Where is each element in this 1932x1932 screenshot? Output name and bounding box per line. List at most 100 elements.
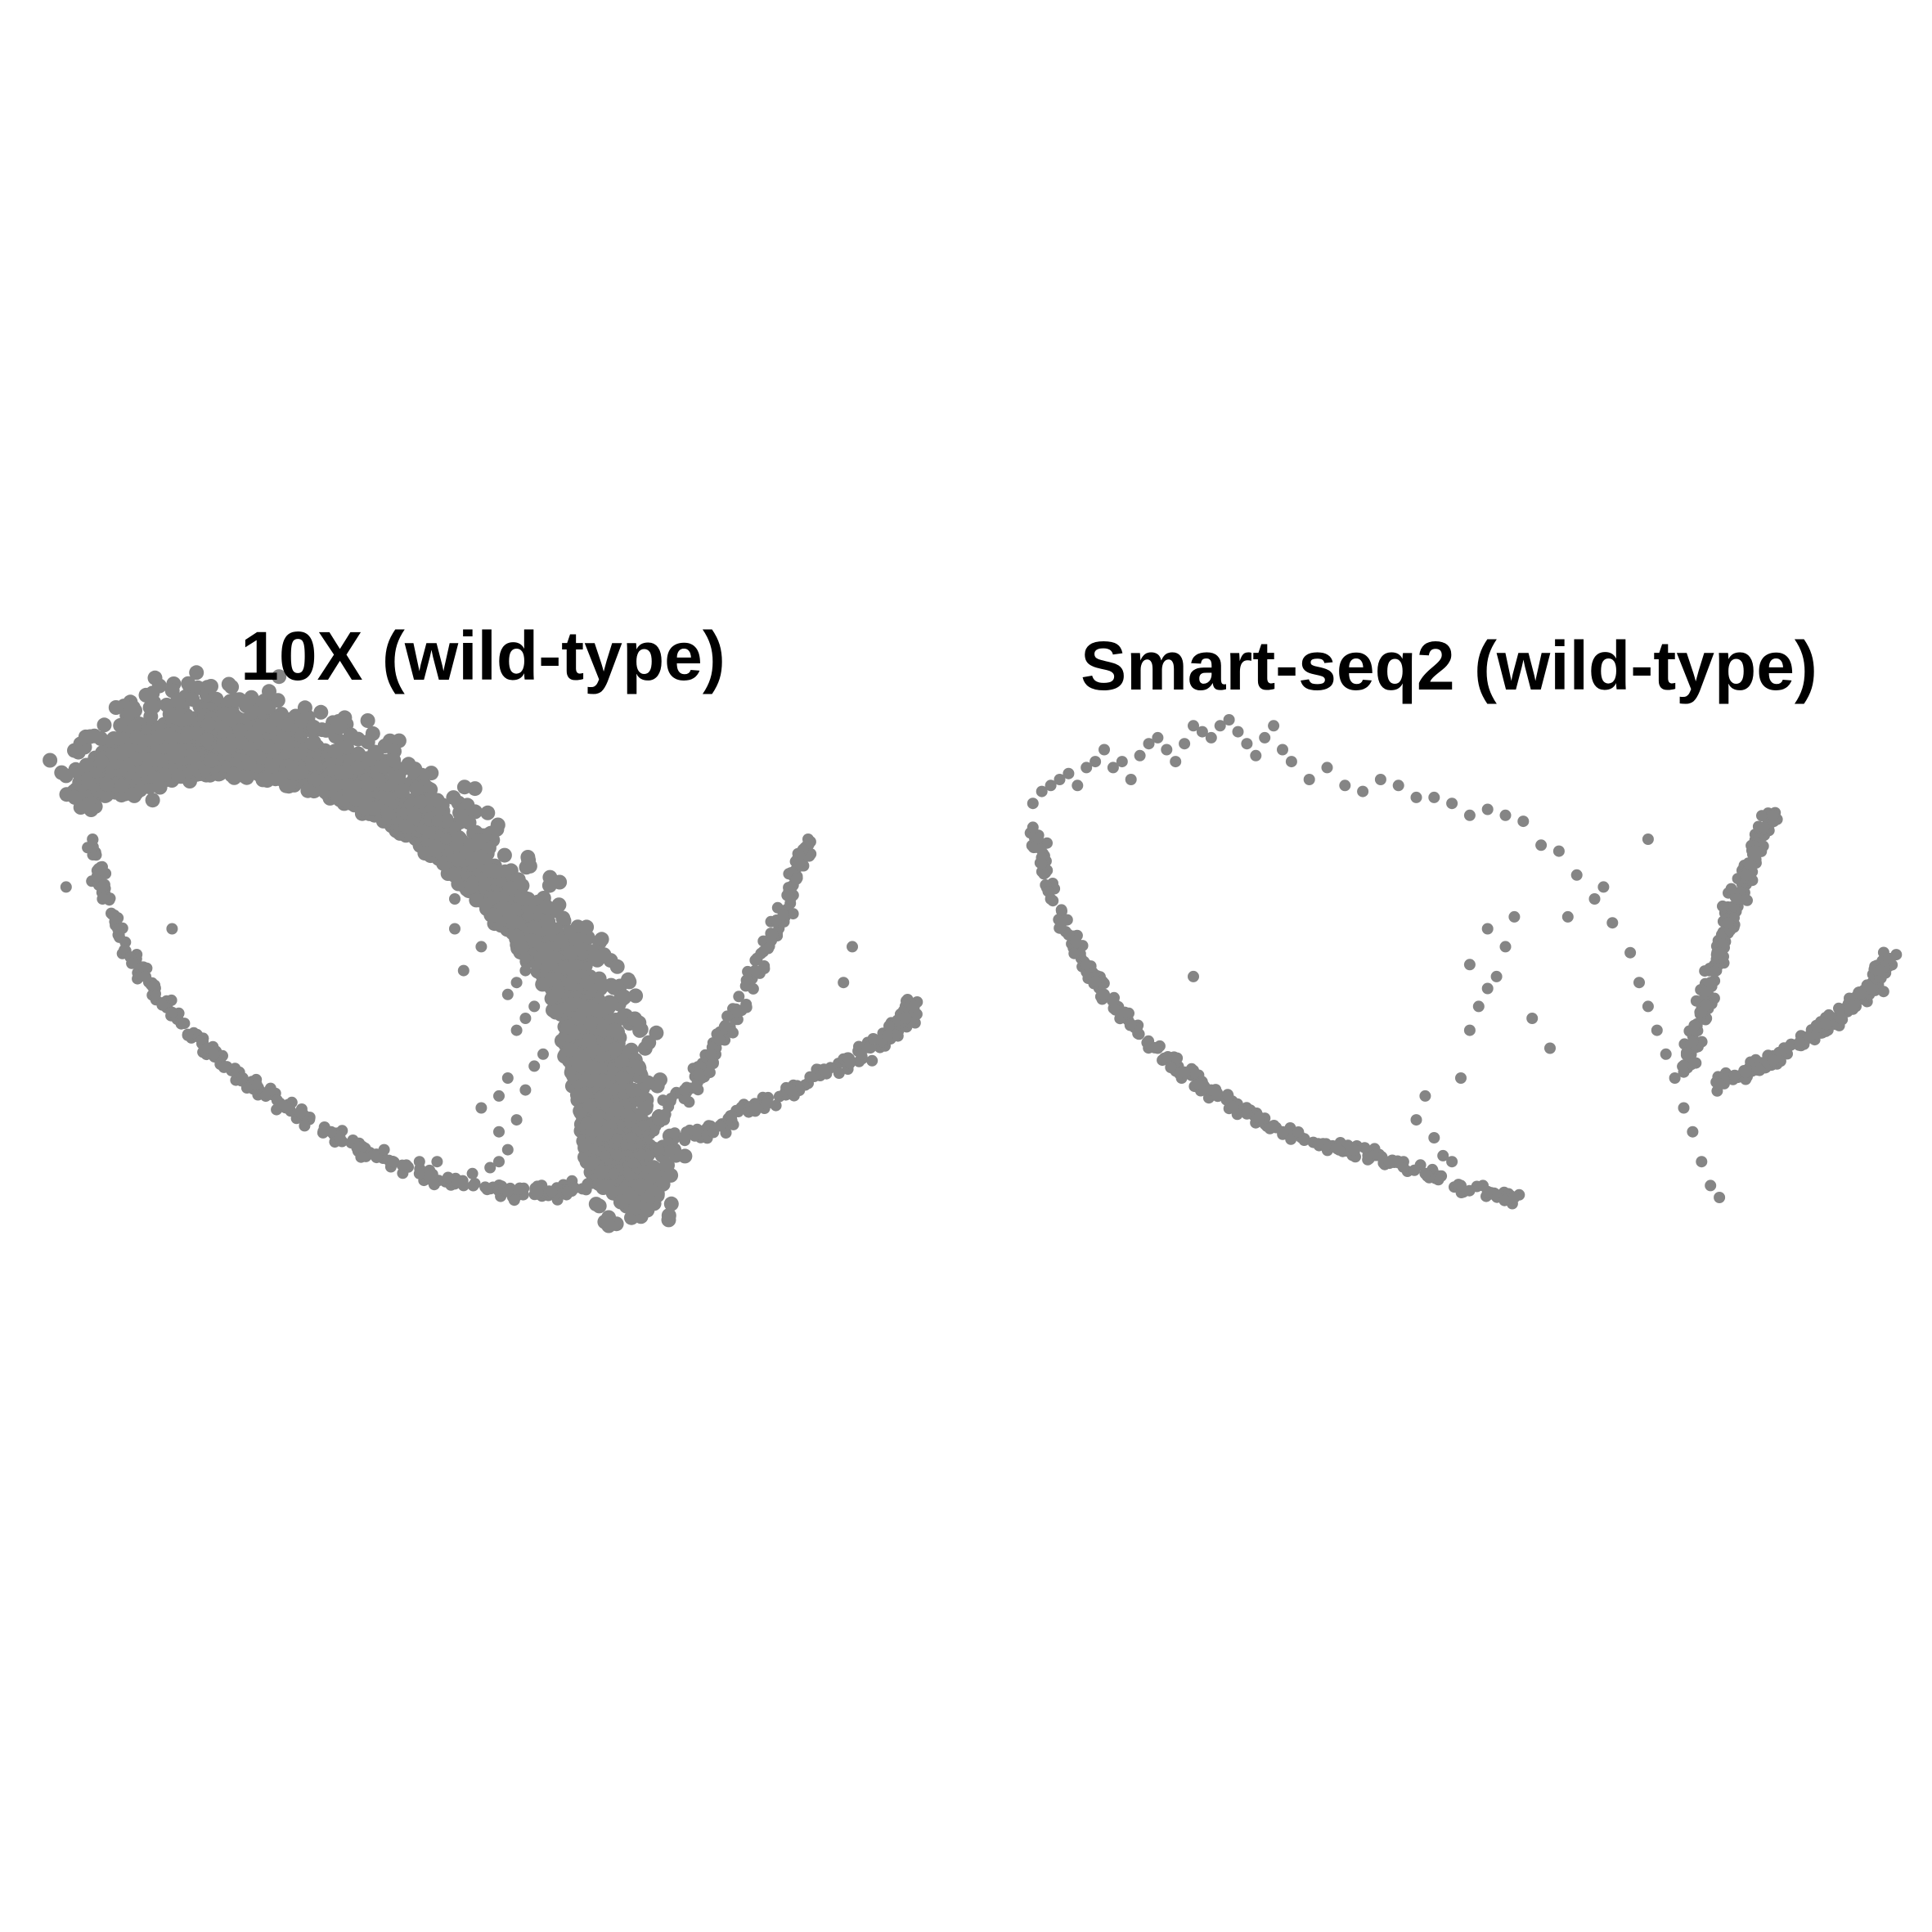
data-point bbox=[227, 692, 242, 708]
data-point bbox=[784, 1084, 797, 1096]
data-point bbox=[790, 873, 802, 885]
data-point bbox=[1570, 869, 1583, 881]
data-point bbox=[1161, 1051, 1174, 1063]
data-point bbox=[1499, 809, 1512, 821]
data-point bbox=[1072, 780, 1084, 792]
data-point bbox=[560, 1019, 576, 1035]
data-point bbox=[632, 1022, 648, 1038]
data-point bbox=[519, 1084, 532, 1096]
data-point bbox=[186, 750, 201, 766]
data-point bbox=[232, 723, 248, 739]
data-point bbox=[625, 1082, 640, 1098]
data-point bbox=[431, 815, 443, 828]
data-point bbox=[1285, 1133, 1297, 1145]
data-point bbox=[413, 1167, 425, 1179]
data-point bbox=[588, 1197, 604, 1212]
data-point bbox=[81, 775, 97, 790]
data-point bbox=[519, 953, 532, 964]
data-point bbox=[1481, 982, 1494, 995]
data-point bbox=[1740, 1066, 1752, 1078]
data-point bbox=[70, 744, 86, 760]
data-point bbox=[624, 1190, 639, 1205]
data-point bbox=[585, 1122, 600, 1138]
data-point bbox=[558, 959, 573, 975]
data-point bbox=[1321, 762, 1333, 774]
data-point bbox=[1227, 1100, 1239, 1112]
data-point bbox=[1463, 959, 1476, 971]
data-point bbox=[449, 893, 461, 905]
data-point bbox=[1410, 791, 1422, 803]
data-point bbox=[166, 1006, 178, 1018]
data-point bbox=[407, 809, 422, 824]
data-point bbox=[570, 919, 586, 935]
data-point bbox=[1498, 1194, 1511, 1206]
data-point bbox=[1508, 1192, 1521, 1203]
series-thin-arc bbox=[82, 833, 595, 1206]
data-point bbox=[431, 1156, 443, 1168]
data-point bbox=[1031, 832, 1044, 844]
data-point bbox=[596, 947, 612, 963]
data-point bbox=[1463, 809, 1476, 821]
data-point bbox=[348, 791, 364, 806]
series-branch bbox=[608, 994, 923, 1182]
data-point bbox=[1678, 1066, 1690, 1078]
data-point bbox=[1749, 845, 1761, 857]
data-point bbox=[1432, 1174, 1445, 1186]
data-point bbox=[1455, 1179, 1467, 1192]
data-point bbox=[1767, 809, 1779, 821]
data-point bbox=[1526, 1013, 1539, 1024]
series-branch bbox=[1677, 806, 1783, 1078]
data-point bbox=[170, 768, 186, 784]
data-point bbox=[113, 928, 125, 941]
data-point bbox=[616, 989, 631, 1004]
data-point bbox=[87, 833, 99, 845]
chart-title-smartseq2: Smart-seq2 (wild-type) bbox=[1081, 627, 1817, 704]
data-point bbox=[1045, 780, 1057, 792]
data-point bbox=[665, 1093, 677, 1104]
data-point bbox=[1357, 785, 1369, 798]
data-point bbox=[1822, 1009, 1835, 1021]
data-point bbox=[1883, 953, 1895, 964]
data-point bbox=[1535, 839, 1548, 851]
data-point bbox=[1165, 1062, 1177, 1073]
data-point bbox=[279, 778, 294, 793]
data-point bbox=[237, 769, 253, 784]
data-point bbox=[638, 1120, 649, 1132]
data-point bbox=[514, 878, 530, 893]
data-point bbox=[777, 909, 789, 921]
data-point bbox=[200, 732, 215, 748]
data-point bbox=[649, 1025, 664, 1040]
data-point bbox=[883, 1020, 895, 1032]
data-point bbox=[1687, 1126, 1699, 1138]
data-point bbox=[146, 699, 161, 714]
data-point bbox=[784, 893, 797, 905]
data-point bbox=[58, 768, 74, 784]
data-point bbox=[1331, 1143, 1343, 1155]
data-point bbox=[1687, 1036, 1699, 1049]
data-point bbox=[381, 791, 396, 806]
data-point bbox=[1678, 1102, 1690, 1114]
data-point bbox=[609, 959, 625, 974]
data-point bbox=[1036, 857, 1048, 869]
data-point bbox=[262, 718, 277, 734]
data-point bbox=[1481, 1185, 1494, 1197]
data-point bbox=[1481, 803, 1494, 815]
data-point bbox=[299, 1120, 311, 1132]
data-point bbox=[611, 1133, 623, 1145]
data-point bbox=[501, 1143, 514, 1156]
data-point bbox=[733, 991, 745, 1003]
data-point bbox=[449, 838, 465, 853]
data-point bbox=[160, 727, 176, 742]
data-point bbox=[294, 1107, 307, 1119]
data-point bbox=[855, 1048, 867, 1060]
data-point bbox=[703, 1067, 716, 1079]
data-point bbox=[218, 706, 233, 721]
series-thin-arc bbox=[1024, 821, 1525, 1210]
data-point bbox=[1725, 883, 1737, 895]
data-point bbox=[1696, 1156, 1708, 1168]
data-point bbox=[300, 783, 316, 798]
data-point bbox=[899, 1013, 911, 1024]
data-point bbox=[1277, 744, 1288, 756]
data-point bbox=[87, 728, 102, 744]
data-point bbox=[1268, 1120, 1280, 1131]
